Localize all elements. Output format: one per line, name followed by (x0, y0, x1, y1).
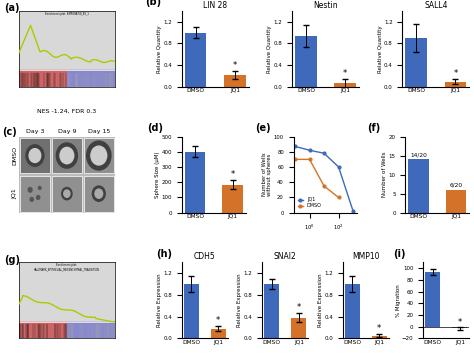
Bar (52, 138, 82, 174)
Text: (f): (f) (367, 123, 380, 133)
Text: *: * (297, 303, 301, 312)
Text: (d): (d) (147, 123, 163, 133)
Text: (h): (h) (156, 248, 173, 258)
DMSO (336, 195, 341, 199)
Circle shape (95, 189, 103, 198)
Bar (452, 327, 467, 328)
DMSO (292, 157, 298, 162)
Circle shape (92, 186, 105, 201)
Text: 14/20: 14/20 (410, 152, 427, 157)
Circle shape (56, 143, 77, 168)
Circle shape (28, 188, 32, 192)
Text: (c): (c) (2, 127, 17, 138)
Bar (292, 318, 306, 338)
Bar (445, 82, 466, 87)
Text: Enrichment plot: BMPORATIN_ES_1: Enrichment plot: BMPORATIN_ES_1 (45, 12, 89, 15)
Text: (a): (a) (5, 3, 20, 13)
Bar (52, 176, 82, 212)
Text: *: * (216, 316, 220, 325)
JQ1 (292, 144, 298, 149)
DMSO (307, 157, 312, 162)
Text: (i): (i) (393, 248, 406, 258)
Circle shape (64, 190, 70, 197)
Circle shape (26, 145, 44, 166)
JQ1 (321, 151, 327, 156)
Bar (20, 176, 50, 212)
Bar (67, 70, 115, 87)
Circle shape (29, 149, 41, 162)
Bar (345, 284, 360, 338)
Bar (19, 321, 67, 338)
Text: *: * (453, 69, 457, 78)
Title: MMP10: MMP10 (352, 252, 380, 261)
Text: JQ1: JQ1 (13, 188, 18, 199)
Bar (425, 272, 440, 327)
Bar (224, 75, 246, 87)
Circle shape (62, 188, 72, 200)
Text: *: * (230, 170, 235, 179)
Circle shape (91, 146, 107, 165)
Text: *: * (343, 68, 347, 77)
Bar (405, 38, 427, 87)
Y-axis label: Relative Quantity: Relative Quantity (157, 25, 162, 73)
JQ1 (307, 148, 312, 152)
Bar (372, 336, 387, 338)
Title: Nestin: Nestin (313, 1, 338, 10)
Legend: JQ1, DMSO: JQ1, DMSO (296, 195, 324, 210)
Y-axis label: Relative Expression: Relative Expression (318, 274, 323, 327)
JQ1 (336, 165, 341, 169)
Text: *: * (233, 61, 237, 70)
Circle shape (30, 197, 33, 201)
Bar (185, 152, 205, 213)
Bar (20, 138, 50, 174)
Circle shape (60, 147, 74, 164)
Title: SNAI2: SNAI2 (274, 252, 297, 261)
Title: SALL4: SALL4 (424, 1, 447, 10)
Text: (b): (b) (145, 0, 161, 7)
Y-axis label: Sphere Size (μM): Sphere Size (μM) (155, 151, 160, 198)
Bar (184, 284, 199, 338)
JQ1 (350, 209, 356, 213)
Text: *: * (457, 318, 462, 327)
Title: LIN 28: LIN 28 (203, 1, 228, 10)
Text: NES -1.24, FDR 0.3: NES -1.24, FDR 0.3 (37, 108, 97, 113)
Bar (211, 329, 226, 338)
Line: DMSO: DMSO (293, 158, 340, 199)
Text: 6/20: 6/20 (449, 183, 463, 188)
Circle shape (38, 186, 41, 189)
DMSO (321, 184, 327, 188)
Text: Day 15: Day 15 (88, 129, 110, 134)
Bar (222, 185, 243, 213)
Y-axis label: Number of Wells: Number of Wells (382, 152, 387, 197)
Line: JQ1: JQ1 (293, 145, 355, 212)
Text: Day 3: Day 3 (26, 129, 44, 134)
Y-axis label: Relative Expression: Relative Expression (237, 274, 243, 327)
Y-axis label: Relative Expression: Relative Expression (157, 274, 162, 327)
Text: DMSO: DMSO (13, 146, 18, 165)
Text: Day 9: Day 9 (58, 129, 76, 134)
Bar (264, 284, 279, 338)
Y-axis label: Number of Wells
without spheres: Number of Wells without spheres (262, 153, 273, 197)
Bar (185, 32, 207, 87)
Y-axis label: Relative Quantity: Relative Quantity (378, 25, 383, 73)
Bar (84, 138, 114, 174)
Bar (334, 83, 356, 87)
Y-axis label: % Migration: % Migration (395, 284, 401, 317)
Text: (g): (g) (5, 255, 20, 265)
Circle shape (36, 195, 40, 199)
Bar (446, 190, 466, 213)
Bar (19, 70, 67, 87)
Bar (84, 176, 114, 212)
Text: Enrichment plot:
HALLMARK_EPITHELIAL_MESENCHYMAL_TRANSITION: Enrichment plot: HALLMARK_EPITHELIAL_MES… (34, 263, 100, 271)
Circle shape (87, 141, 111, 170)
Text: (e): (e) (255, 123, 271, 133)
Bar (67, 321, 115, 338)
Bar (295, 36, 317, 87)
Title: CDH5: CDH5 (194, 252, 216, 261)
Text: *: * (377, 324, 382, 333)
Y-axis label: Relative Quantity: Relative Quantity (267, 25, 272, 73)
Bar (408, 159, 429, 213)
